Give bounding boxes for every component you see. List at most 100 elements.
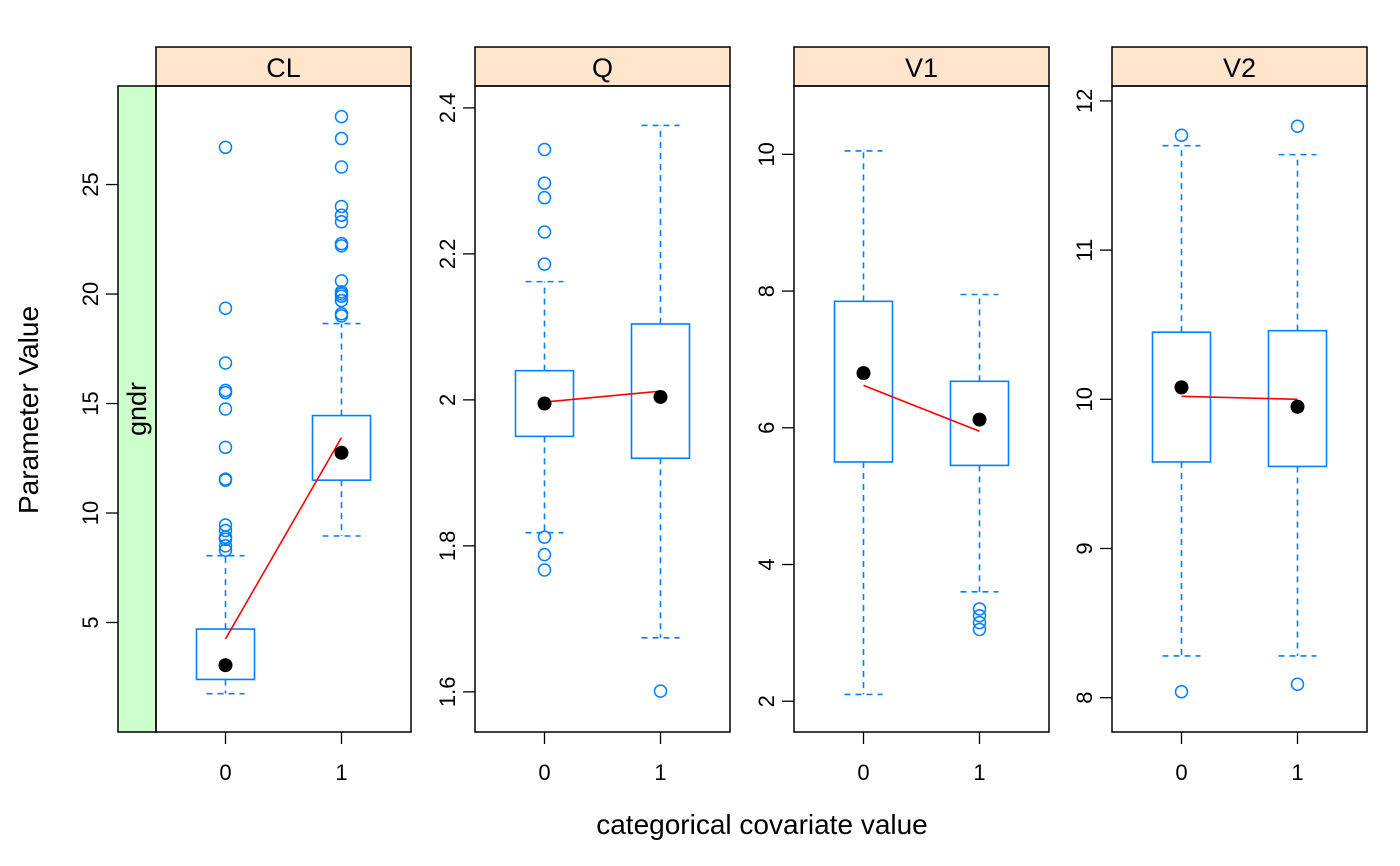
median-dot xyxy=(653,389,668,404)
x-tick-label: 0 xyxy=(857,760,869,785)
outlier-point xyxy=(334,306,349,321)
y-tick-label: 2.2 xyxy=(435,239,460,270)
outlier-point xyxy=(537,176,552,190)
outlier-point xyxy=(1290,119,1305,134)
outlier-point xyxy=(334,131,349,146)
box-0 xyxy=(195,140,256,695)
mean-trend-line xyxy=(224,437,343,640)
outlier-point xyxy=(653,684,668,698)
outlier-point xyxy=(218,140,233,155)
x-tick-label: 0 xyxy=(219,760,231,785)
y-tick-label: 1.8 xyxy=(435,531,460,562)
outlier-point xyxy=(334,109,349,124)
strip-header xyxy=(1111,46,1368,87)
y-tick-label: 20 xyxy=(78,282,103,306)
outlier-point xyxy=(537,142,552,157)
outlier-point xyxy=(218,539,233,553)
box-1 xyxy=(311,109,372,537)
outlier-point xyxy=(537,563,552,577)
y-tick-label: 8 xyxy=(1072,692,1097,704)
iqr-box xyxy=(514,369,575,438)
x-tick-label: 1 xyxy=(335,760,347,785)
strip-label: V1 xyxy=(905,53,938,83)
x-tick-label: 1 xyxy=(973,760,985,785)
outlier-point xyxy=(537,530,552,544)
outlier-point xyxy=(537,190,552,205)
outlier-point xyxy=(334,293,349,308)
y-tick-label: 12 xyxy=(1072,89,1097,113)
panel-v1: V1 2 4 6 8 10 0 1 xyxy=(754,46,1050,785)
panel-frame xyxy=(155,85,412,733)
y-tick-label: 10 xyxy=(754,142,779,166)
outlier-point xyxy=(537,225,552,239)
x-tick-label: 0 xyxy=(538,760,550,785)
y-tick-label: 15 xyxy=(78,391,103,415)
y-tick-label: 9 xyxy=(1072,542,1097,554)
outlier-point xyxy=(218,402,233,416)
outlier-point xyxy=(1174,684,1189,699)
y-axis-title: Parameter Value xyxy=(13,306,44,514)
y-tick-label: 2.4 xyxy=(435,93,460,124)
outlier-point xyxy=(218,472,233,486)
mean-trend-line xyxy=(863,384,980,432)
outlier-point xyxy=(972,609,987,623)
outlier-point xyxy=(334,274,349,288)
strip-header xyxy=(155,46,412,87)
box-0 xyxy=(833,150,894,696)
panel-frame xyxy=(474,85,731,733)
y-tick-label: 6 xyxy=(754,422,779,434)
panel-frame xyxy=(793,85,1050,733)
outlier-point xyxy=(1174,128,1189,142)
y-tick-label: 4 xyxy=(754,558,779,570)
median-dot xyxy=(856,366,871,381)
outlier-point xyxy=(537,547,552,562)
iqr-box xyxy=(630,323,691,460)
y-tick-label: 8 xyxy=(754,285,779,297)
strip-label: V2 xyxy=(1223,53,1256,83)
median-dot xyxy=(1290,399,1305,414)
strip-label: Q xyxy=(592,53,613,83)
outlier-point xyxy=(334,285,349,299)
outlier-point xyxy=(334,236,349,251)
outlier-point xyxy=(537,257,552,271)
outlier-point xyxy=(1290,677,1305,692)
outlier-point xyxy=(334,160,349,174)
side-strip xyxy=(117,85,157,733)
box-0 xyxy=(514,142,575,577)
strip-label: CL xyxy=(266,53,301,83)
x-tick-label: 0 xyxy=(1175,760,1187,785)
y-tick-label: 25 xyxy=(78,172,103,196)
outlier-point xyxy=(218,543,233,557)
outlier-point xyxy=(972,602,987,616)
outlier-point xyxy=(334,215,349,229)
iqr-box xyxy=(949,380,1010,467)
outlier-point xyxy=(218,523,233,538)
median-dot xyxy=(972,412,987,427)
y-tick-label: 10 xyxy=(1072,387,1097,411)
median-dot xyxy=(537,396,552,411)
outlier-point xyxy=(218,301,233,316)
strip-header xyxy=(474,46,731,87)
outlier-point xyxy=(334,208,349,222)
median-dot xyxy=(334,445,349,460)
box-1 xyxy=(949,293,1010,637)
outlier-point xyxy=(218,356,233,370)
mean-trend-line xyxy=(544,390,661,403)
y-tick-label: 2 xyxy=(435,394,460,406)
outlier-point xyxy=(218,383,233,398)
outlier-point xyxy=(218,518,233,532)
y-tick-label: 10 xyxy=(78,501,103,525)
y-tick-label: 1.6 xyxy=(435,677,460,708)
x-axis-title: categorical covariate value xyxy=(596,809,928,840)
panel-v2: V2 8 9 10 11 12 0 1 xyxy=(1072,46,1368,785)
y-tick-label: 5 xyxy=(78,616,103,628)
x-tick-label: 1 xyxy=(654,760,666,785)
median-dot xyxy=(1174,380,1189,395)
y-tick-label: 2 xyxy=(754,695,779,707)
outlier-point xyxy=(972,615,987,630)
iqr-box xyxy=(311,414,372,481)
outlier-point xyxy=(334,199,349,214)
